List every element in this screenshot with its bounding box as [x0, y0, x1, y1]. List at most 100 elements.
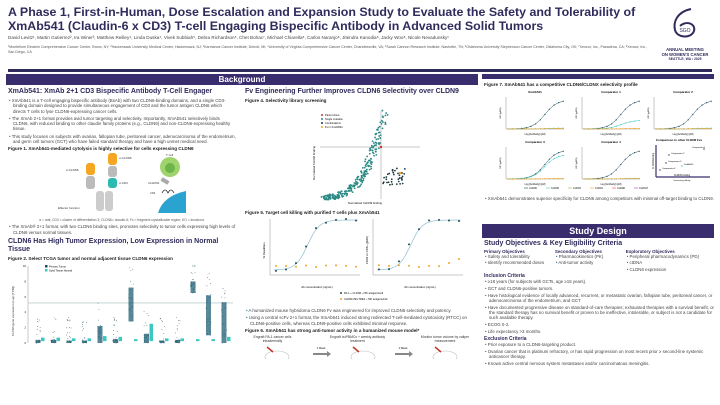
data-point	[389, 183, 391, 186]
logo-line2: ON WOMEN'S CANCER	[661, 52, 709, 57]
box-normal	[72, 338, 76, 342]
data-point	[397, 172, 399, 175]
objective-item: CLDN6 expression	[626, 267, 714, 272]
section-title: XmAb541: XmAb 2+1 CD3 Bispecific Antibod…	[8, 88, 213, 95]
data-point-cldn9	[458, 258, 460, 260]
data-point	[337, 194, 340, 197]
arrow-label: 1 Week	[399, 346, 408, 350]
data-point	[377, 142, 380, 144]
data-point-cldn9	[275, 264, 277, 267]
compare-point-label: Comparator 2	[671, 152, 685, 155]
data-point	[374, 136, 376, 139]
data-point	[36, 333, 38, 335]
x-axis-label: Log [Antibody] (pM)	[601, 183, 622, 186]
legend-item: PA-1 + CLDN6 ~70K antigens/cell	[344, 291, 383, 295]
exclusion-item: Known active central nervous system meta…	[484, 361, 714, 366]
data-point	[395, 167, 398, 170]
data-point	[175, 316, 177, 318]
data-point	[403, 173, 406, 175]
data-point	[69, 320, 71, 322]
data-point-cldn6	[418, 228, 420, 231]
data-point	[39, 329, 41, 331]
binding-curve	[507, 101, 564, 130]
y-tick-label: 8	[25, 279, 27, 283]
figure-1-diagram: α-CLDN6 α-CLDN6 α-CD3 Effector function …	[58, 153, 186, 214]
data-point	[69, 332, 71, 334]
y-axis-label: MFI (gMFI)	[576, 107, 578, 118]
box-normal	[87, 338, 91, 342]
data-point	[375, 142, 378, 145]
data-point	[360, 178, 363, 180]
binding-curve	[583, 101, 640, 130]
legend-item: CLDN9	[551, 187, 560, 190]
bullet: XmAb541 is a T-cell engaging bispecific …	[8, 98, 236, 114]
data-point	[356, 177, 358, 179]
data-point	[358, 185, 361, 188]
box-normal	[165, 338, 169, 342]
data-point	[192, 279, 194, 280]
data-point	[370, 144, 373, 147]
figure-4-caption: Figure 4. Selectivity library screening	[245, 98, 327, 103]
data-point	[81, 322, 83, 323]
data-point	[191, 273, 193, 275]
compare-point-label: Comparator 3	[668, 160, 682, 163]
data-point	[383, 176, 386, 179]
data-point	[378, 147, 380, 150]
data-point	[221, 296, 223, 298]
binding-curve	[655, 128, 712, 130]
data-point	[381, 127, 384, 130]
legend-item: CLDN6	[529, 187, 538, 190]
box	[190, 281, 196, 293]
binding-curve	[583, 128, 640, 130]
box	[175, 339, 180, 343]
legend-normal: Solid Tissue Normal	[49, 268, 72, 272]
panel-title: Comparator 3	[525, 140, 545, 144]
data-point-cldn9	[325, 264, 327, 267]
bullet: The XmAb® 2+1 format, with two CLDN6 bin…	[8, 224, 236, 235]
data-point	[374, 150, 377, 153]
data-point	[365, 170, 368, 172]
y-axis-label: Normalized CLDN6 binding	[312, 146, 316, 180]
data-point	[375, 153, 378, 156]
data-point	[67, 338, 69, 340]
legend-item: CLDN17	[639, 187, 649, 190]
y-tick-label: 2	[25, 326, 27, 330]
data-point	[162, 321, 163, 323]
data-point	[39, 327, 41, 328]
data-point	[113, 319, 115, 321]
data-point	[379, 134, 382, 137]
data-point	[370, 165, 372, 168]
data-point	[130, 281, 132, 282]
data-point	[82, 321, 84, 323]
panel-title: XmAb541	[528, 90, 542, 94]
data-point	[385, 112, 388, 114]
data-point	[362, 174, 365, 177]
data-point	[367, 164, 369, 167]
data-point	[66, 319, 68, 320]
data-point	[340, 194, 343, 197]
binding-curve	[655, 101, 712, 130]
data-point	[377, 126, 380, 129]
data-point	[82, 324, 84, 326]
data-point	[377, 138, 380, 140]
data-point	[323, 198, 326, 201]
step: Engraft PA-1 cancer cells intradermally	[253, 334, 292, 343]
data-point	[353, 187, 356, 190]
data-point	[69, 319, 71, 321]
data-point	[67, 320, 69, 322]
y-axis-label: CLDN6 gene expression (Log² [TPM])	[11, 286, 15, 336]
data-point-cldn6	[438, 218, 440, 221]
data-point	[379, 137, 382, 139]
data-point-cldn6	[275, 269, 277, 272]
data-point	[361, 180, 364, 183]
data-point	[325, 196, 328, 199]
sgo-logo: SGO ANNUAL MEETING ON WOMEN'S CANCER SEA…	[655, 6, 715, 62]
data-point	[379, 121, 382, 124]
label-a-cldn6: α-CLDN6	[119, 156, 132, 160]
legend-item: Single mutation	[325, 117, 343, 121]
data-point	[179, 320, 181, 321]
box-normal	[196, 339, 200, 342]
data-point	[178, 322, 180, 324]
data-point	[224, 293, 225, 295]
data-point	[222, 288, 224, 289]
